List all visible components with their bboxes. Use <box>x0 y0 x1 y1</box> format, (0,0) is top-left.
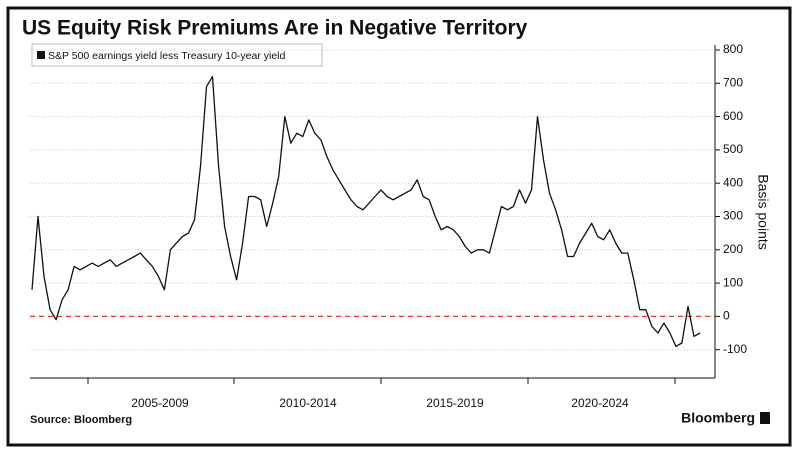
y-tick-label: -100 <box>723 342 747 356</box>
frame <box>6 6 792 447</box>
brand-icon <box>760 412 770 424</box>
y-tick-label: 400 <box>723 175 743 189</box>
y-tick-label: 500 <box>723 142 743 156</box>
x-tick-label: 2020-2024 <box>571 396 629 410</box>
y-tick-label: 300 <box>723 209 743 223</box>
y-tick-label: 600 <box>723 109 743 123</box>
brand: Bloomberg <box>681 410 755 426</box>
chart-title: US Equity Risk Premiums Are in Negative … <box>22 17 528 40</box>
y-tick-label: 200 <box>723 242 743 256</box>
y-tick-label: 100 <box>723 275 743 289</box>
source: Source: Bloomberg <box>30 414 132 426</box>
legend-label: S&P 500 earnings yield less Treasury 10-… <box>48 50 286 62</box>
x-tick-label: 2015-2019 <box>426 396 484 410</box>
legend-swatch <box>37 51 45 59</box>
y-axis-title: Basis points <box>755 174 771 249</box>
y-tick-label: 800 <box>723 42 743 56</box>
x-tick-label: 2010-2014 <box>279 396 337 410</box>
series-line <box>31 75 701 348</box>
y-tick-label: 0 <box>723 309 730 323</box>
y-tick-label: 700 <box>723 75 743 89</box>
x-tick-label: 2005-2009 <box>131 396 189 410</box>
